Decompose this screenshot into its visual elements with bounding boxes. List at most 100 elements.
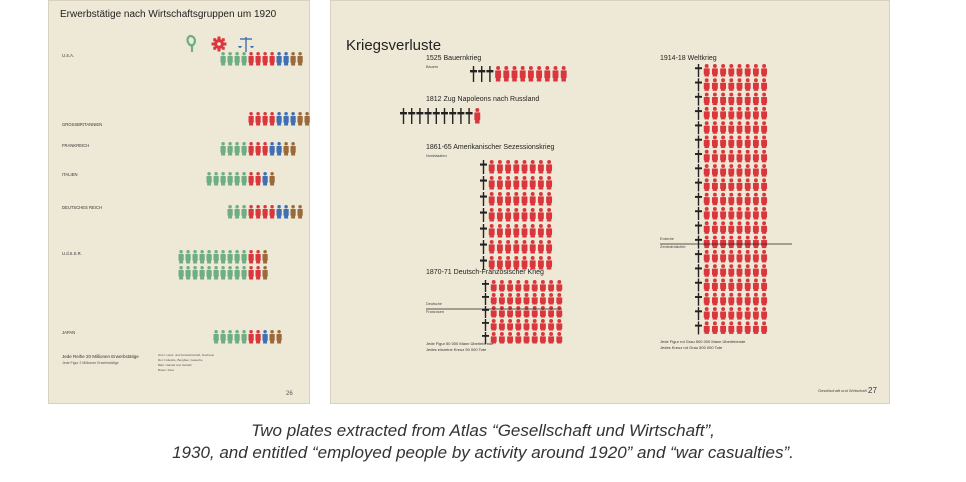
figure-survivor bbox=[744, 278, 751, 291]
cross-casualty bbox=[424, 108, 432, 124]
cross-casualty bbox=[695, 278, 702, 292]
figure-green bbox=[185, 250, 191, 264]
figure-brown bbox=[262, 250, 268, 264]
figure-red bbox=[269, 52, 275, 66]
figure-survivor bbox=[488, 160, 495, 174]
figure-survivor bbox=[537, 224, 544, 238]
figure-survivor bbox=[703, 135, 710, 148]
figure-green bbox=[206, 172, 212, 186]
figure-survivor bbox=[728, 278, 735, 291]
figure-survivor bbox=[736, 192, 743, 206]
figure-survivor bbox=[703, 207, 710, 220]
figure-survivor bbox=[744, 135, 751, 148]
figure-survivor bbox=[552, 66, 559, 82]
figure-green bbox=[241, 142, 247, 156]
figure-red bbox=[248, 205, 254, 219]
figure-survivor bbox=[488, 192, 495, 206]
war-1861: 1861-65 Amerikanischer Sezessionskrieg No… bbox=[426, 144, 555, 270]
figure-green bbox=[220, 266, 226, 280]
cross-casualty bbox=[480, 256, 487, 270]
figure-red bbox=[262, 205, 268, 219]
figure-survivor bbox=[728, 307, 735, 320]
cross-casualty bbox=[695, 207, 702, 220]
figure-survivor bbox=[720, 121, 727, 134]
figure-survivor bbox=[513, 240, 520, 254]
figure-survivor bbox=[537, 192, 544, 206]
left-row-0: U.S.A. bbox=[62, 52, 303, 66]
figure-survivor bbox=[761, 264, 768, 277]
figure-green bbox=[234, 330, 240, 344]
figure-survivor bbox=[736, 92, 743, 106]
left-row-label: U.d.S.S.R. bbox=[62, 251, 82, 256]
figure-green bbox=[213, 330, 219, 344]
figure-red bbox=[262, 112, 268, 126]
figure-survivor bbox=[523, 280, 530, 292]
figure-survivor bbox=[752, 106, 759, 120]
figure-survivor bbox=[711, 235, 718, 249]
figure-survivor bbox=[539, 319, 546, 331]
figure-survivor bbox=[744, 321, 751, 334]
figure-survivor bbox=[711, 149, 718, 163]
figure-survivor bbox=[521, 208, 528, 222]
cross-casualty bbox=[695, 135, 702, 149]
figure-survivor bbox=[529, 192, 536, 206]
figure-survivor bbox=[490, 306, 497, 318]
left-row-label: FRANKREICH bbox=[62, 143, 89, 148]
figure-green bbox=[220, 330, 226, 344]
figure-green bbox=[199, 266, 205, 280]
cross-casualty bbox=[470, 66, 477, 82]
figure-survivor bbox=[490, 293, 497, 305]
figure-green bbox=[213, 266, 219, 280]
figure-survivor bbox=[720, 106, 727, 120]
figure-red bbox=[255, 330, 261, 344]
figure-survivor bbox=[513, 176, 520, 190]
figure-red bbox=[255, 142, 261, 156]
war-sublabel: Zentralmächte bbox=[660, 244, 686, 249]
figure-survivor bbox=[544, 66, 551, 82]
left-chart-title: Erwerbstätige nach Wirtschaftsgruppen um… bbox=[60, 9, 277, 20]
figure-survivor bbox=[736, 149, 743, 163]
figure-survivor bbox=[523, 293, 530, 305]
cross-casualty bbox=[478, 66, 486, 82]
cross-casualty bbox=[695, 249, 702, 263]
figure-survivor bbox=[521, 192, 528, 206]
right-legend-cross: Jedes einzelne Kreuz 50 000 Tote bbox=[426, 347, 487, 352]
figure-survivor bbox=[488, 224, 495, 238]
figure-red bbox=[255, 266, 261, 280]
figure-survivor bbox=[503, 66, 510, 82]
figure-survivor bbox=[761, 321, 768, 334]
figure-green bbox=[206, 266, 212, 280]
figure-survivor bbox=[560, 66, 567, 82]
figure-survivor bbox=[711, 178, 718, 191]
figure-survivor bbox=[521, 176, 528, 190]
figure-survivor bbox=[505, 240, 512, 254]
figure-green bbox=[241, 330, 247, 344]
figure-survivor bbox=[496, 192, 503, 206]
figure-brown bbox=[269, 330, 275, 344]
figure-brown bbox=[290, 205, 296, 219]
figure-survivor bbox=[752, 149, 759, 163]
figure-survivor bbox=[728, 106, 735, 120]
figure-survivor bbox=[720, 92, 727, 106]
figure-survivor bbox=[505, 255, 512, 270]
figure-green bbox=[234, 172, 240, 186]
figure-survivor bbox=[523, 332, 530, 344]
figure-survivor bbox=[736, 278, 743, 291]
left-row-label: GROSSBRITANNIEN bbox=[62, 122, 102, 127]
figure-survivor bbox=[752, 135, 759, 148]
figure-survivor bbox=[761, 121, 768, 134]
figure-green bbox=[213, 172, 219, 186]
cross-casualty bbox=[480, 208, 487, 222]
figure-green bbox=[220, 250, 226, 264]
figure-survivor bbox=[711, 78, 718, 91]
left-page-number: 26 bbox=[286, 391, 293, 397]
figure-survivor bbox=[546, 240, 553, 254]
figure-survivor bbox=[744, 106, 751, 120]
figure-survivor bbox=[529, 224, 536, 238]
cross-casualty bbox=[482, 280, 489, 292]
figure-survivor bbox=[521, 240, 528, 254]
figure-survivor bbox=[720, 178, 727, 191]
figure-survivor bbox=[505, 192, 512, 206]
sprout-icon bbox=[186, 34, 196, 52]
figure-survivor bbox=[720, 249, 727, 263]
